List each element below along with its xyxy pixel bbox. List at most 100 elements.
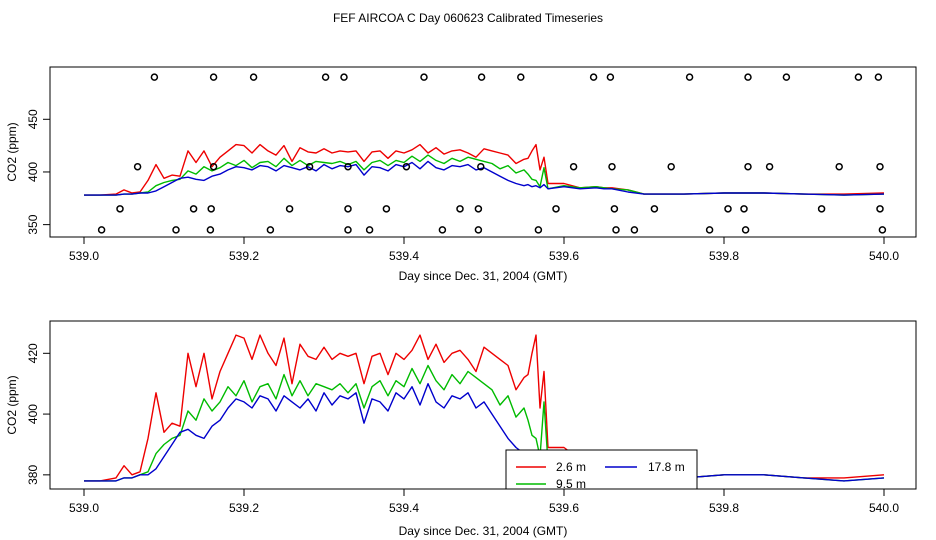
bottom-x-tick-label: 539.8 [709,501,739,515]
top-calibration-point [552,205,560,213]
bottom-y-tick-label: 380 [26,465,40,485]
top-calibration-point [878,226,887,234]
top-calibration-point [420,73,428,81]
top-series-line-2-6m [84,143,885,196]
bottom-series-line-9-5m [84,364,885,482]
top-calibration-point [209,73,218,81]
top-calibration-point [344,162,352,171]
top-calibration-point [517,73,525,81]
top-calibration-point [608,162,616,171]
bottom-plot-frame [49,320,917,490]
top-calibration-point [817,205,826,213]
top-calibration-point [876,205,884,213]
top-series-line-17-8m [84,160,885,196]
top-calibration-points [97,73,887,234]
legend-label-9-5m: 9.5 m [556,477,586,491]
top-calibration-point [133,162,142,171]
top-calibration-point [150,73,159,81]
bottom-y-tick-label: 420 [26,343,40,363]
top-plot-frame [49,66,917,238]
legend-box [505,449,698,490]
top-calibration-point [569,162,578,171]
top-calibration-point [116,205,124,213]
top-calibration-point [740,205,748,213]
top-y-tick-label: 400 [26,162,40,182]
top-calibration-point [705,226,714,234]
top-calibration-point [402,162,411,171]
top-calibration-point [589,73,598,81]
legend-label-17-8m: 17.8 m [648,460,685,474]
top-calibration-point [782,73,791,81]
top-y-axis-label: CO2 (ppm) [5,122,19,181]
top-series-lines [84,143,885,196]
top-calibration-point [266,226,275,234]
top-y-tick-label: 350 [26,214,40,234]
top-x-tick-label: 539.2 [229,249,259,263]
top-calibration-point [305,162,314,171]
figure-title: FEF AIRCOA C Day 060623 Calibrated Times… [333,11,603,25]
top-calibration-point [207,205,215,213]
bottom-x-tick-label: 539.6 [549,501,579,515]
top-calibration-point [534,226,543,234]
top-calibration-point [285,205,294,213]
top-calibration-point [340,73,348,81]
top-calibration-point [835,162,843,171]
bottom-panel: 539.0 539.2 539.4 539.6 539.8 540.0 380 400 420… [5,320,917,538]
top-calibration-point [630,226,639,234]
bottom-x-tick-label: 539.4 [389,501,419,515]
top-y-axis: 350 400 450 [26,109,50,235]
top-series-line-9-5m [84,154,885,196]
bottom-series-lines [84,334,885,482]
top-calibration-point [876,162,884,171]
top-calibration-point [765,162,774,171]
bottom-y-axis-label: CO2 (ppm) [5,375,19,434]
top-calibration-point [321,73,330,81]
top-calibration-point [854,73,863,81]
top-x-axis-label: Day since Dec. 31, 2004 (GMT) [399,269,568,283]
top-x-tick-label: 540.0 [869,249,899,263]
top-calibration-point [477,162,485,171]
top-calibration-point [724,205,732,213]
bottom-x-tick-label: 540.0 [869,501,899,515]
top-calibration-point [474,226,483,234]
top-calibration-point [667,162,675,171]
top-x-axis: 539.0 539.2 539.4 539.6 539.8 540.0 [69,237,899,263]
top-calibration-point [650,205,659,213]
top-calibration-point [474,205,483,213]
top-calibration-point [344,205,352,213]
top-x-tick-label: 539.0 [69,249,99,263]
top-calibration-point [741,226,750,234]
top-x-tick-label: 539.6 [549,249,579,263]
top-x-tick-label: 539.4 [389,249,419,263]
top-calibration-point [456,205,464,213]
top-calibration-point [477,73,486,81]
top-calibration-point [209,162,218,171]
top-calibration-point [365,226,374,234]
top-panel: 539.0 539.2 539.4 539.6 539.8 540.0 350 400 450… [5,66,917,283]
top-x-tick-label: 539.8 [709,249,739,263]
top-calibration-point [189,205,198,213]
legend-label-2-6m: 2.6 m [556,460,586,474]
top-calibration-point [685,73,694,81]
bottom-x-tick-label: 539.2 [229,501,259,515]
top-y-tick-label: 450 [26,109,40,129]
top-calibration-point [744,162,752,171]
top-calibration-point [97,226,106,234]
bottom-x-tick-label: 539.0 [69,501,99,515]
top-calibration-point [610,205,619,213]
top-calibration-point [606,73,615,81]
top-calibration-point [744,73,752,81]
bottom-series-line-2-6m [84,334,885,482]
bottom-x-axis: 539.0 539.2 539.4 539.6 539.8 540.0 [69,489,899,515]
bottom-x-axis-label: Day since Dec. 31, 2004 (GMT) [399,524,568,538]
bottom-y-tick-label: 400 [26,404,40,424]
top-calibration-point [344,226,352,234]
top-calibration-point [874,73,883,81]
top-calibration-point [249,73,258,81]
top-calibration-point [438,226,447,234]
top-calibration-point [612,226,620,234]
top-calibration-point [172,226,180,234]
top-calibration-point [382,205,391,213]
top-calibration-point [206,226,215,234]
